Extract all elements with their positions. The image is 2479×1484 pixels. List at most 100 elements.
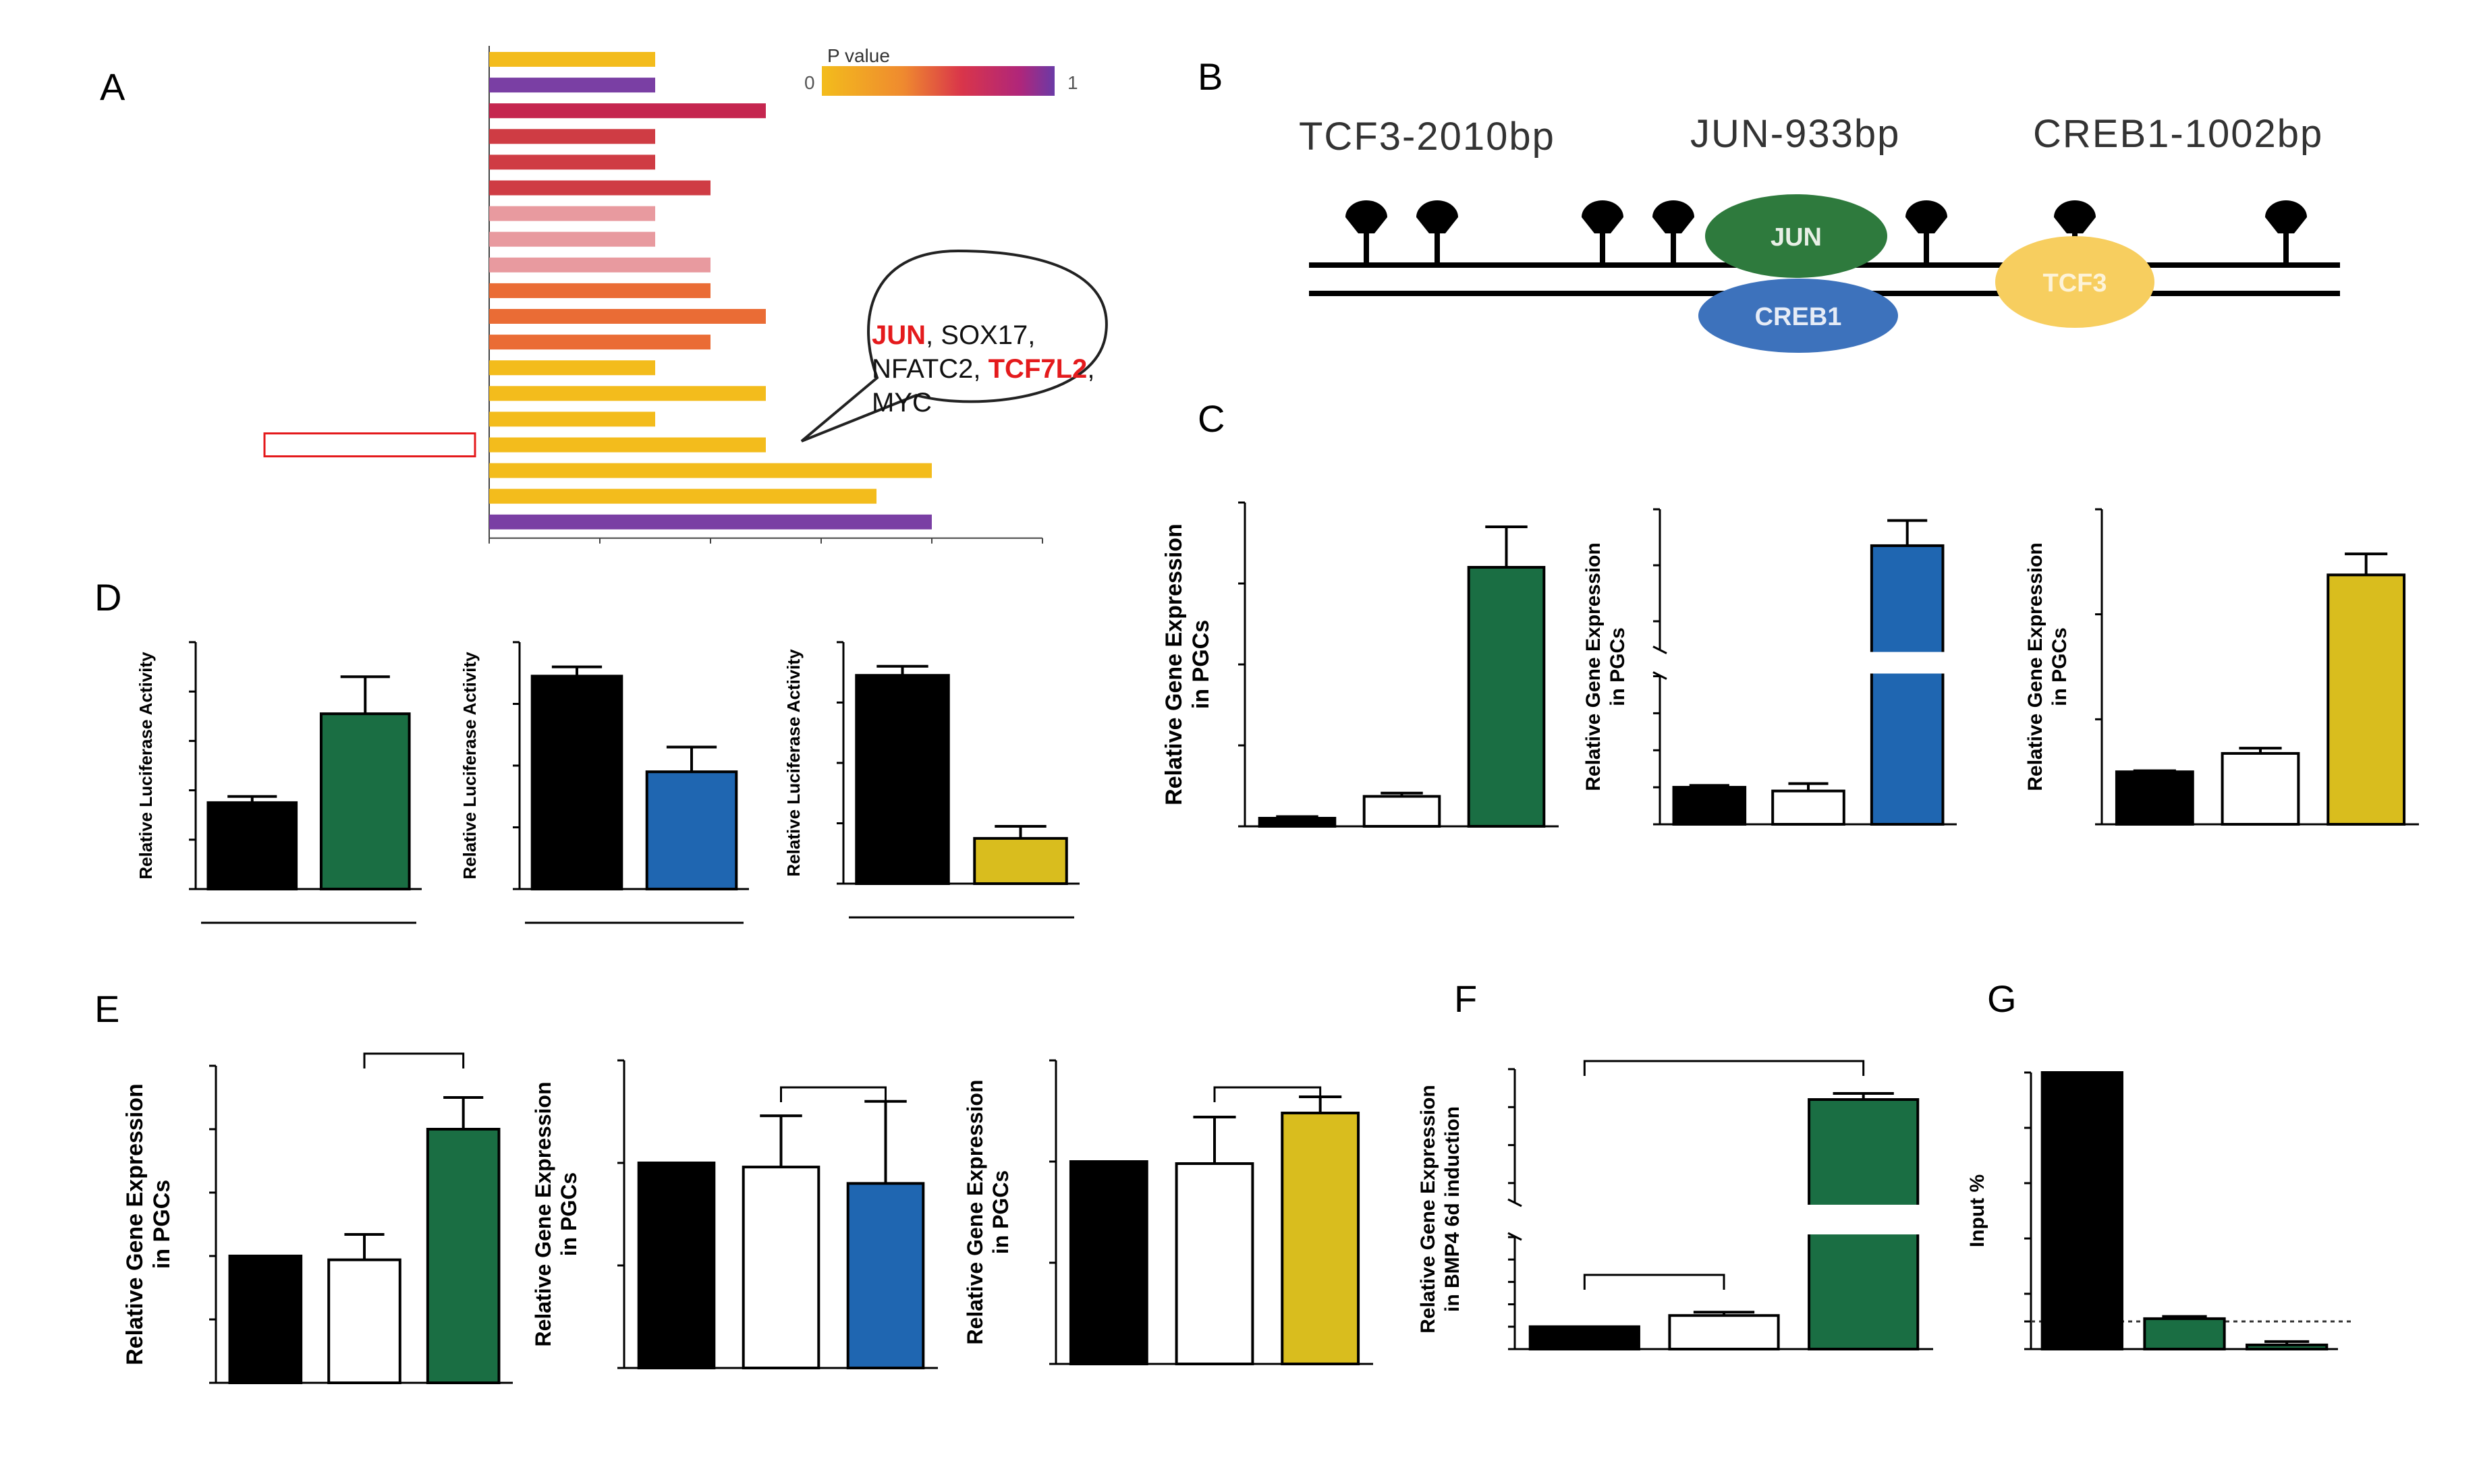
significance-bracket: [1583, 1274, 1725, 1290]
y-axis-label-line: in PGCs: [149, 1180, 175, 1269]
y-axis-label: Relative Gene Expression in BMP4 6d induc…: [1417, 1085, 1464, 1334]
bar: [1069, 1160, 1148, 1365]
y-axis-label-line: Relative Luciferase Activity: [136, 652, 156, 880]
y-axis-label: Relative Gene Expressionin PGCs: [1161, 523, 1214, 805]
bar: [2246, 1343, 2329, 1350]
p-value-legend: P value 0 1: [804, 45, 1078, 96]
kegg-bar: [489, 514, 932, 530]
panel-label-a: A: [100, 65, 126, 108]
y-axis-label-line: in PGCs: [557, 1172, 581, 1256]
y-axis-label-line: in PGCs: [1607, 627, 1629, 706]
lollipop-head: [1345, 200, 1387, 233]
chart-g-chip: Input %: [1966, 1071, 2351, 1351]
label-creb1-site: CREB1-1002bp: [2033, 112, 2323, 156]
callout-gene-tcf7l2: TCF7L2: [988, 354, 1088, 384]
bar: [228, 1255, 303, 1384]
y-axis-label: Relative Luciferase Activity: [136, 652, 156, 880]
promoter-schematic: TCF3-2010bp JUN-933bp CREB1-1002bp JUN C…: [1299, 112, 2340, 353]
callout-gene-nfatc2: NFATC2,: [872, 354, 988, 384]
bar: [1175, 1162, 1254, 1365]
y-axis-label-line: Relative Luciferase Activity: [783, 649, 804, 877]
bar-break-gap: [1867, 652, 1947, 674]
y-axis-label-line: Relative Gene Expression: [1161, 523, 1187, 805]
bar: [319, 712, 411, 890]
kegg-bar: [489, 103, 766, 119]
tcf3-ellipse-label: TCF3: [2043, 269, 2107, 297]
legend-max: 1: [1067, 72, 1078, 93]
chart-d-luciferase-creb1: Relative Luciferase Activity: [459, 641, 749, 924]
creb1-binding-ellipse: [1698, 279, 1898, 353]
bar-break-gap: [1805, 1205, 1922, 1234]
bar: [530, 675, 623, 890]
bar: [2143, 1317, 2226, 1351]
bar: [742, 1166, 820, 1369]
y-axis-label-line: Input %: [1966, 1174, 1988, 1247]
cpg-lollipops: [1345, 200, 2307, 265]
callout-gene-myc: MYC: [872, 388, 932, 418]
chart-e-oecreb1: Relative Gene Expressionin PGCs: [531, 1059, 938, 1370]
bar: [1528, 1325, 1640, 1351]
bar: [1467, 566, 1546, 828]
y-axis-label: Relative Gene Expressionin PGCs: [963, 1079, 1013, 1344]
kegg-bar: [489, 283, 711, 298]
bar: [846, 1182, 925, 1370]
bar: [426, 1128, 501, 1384]
lollipop-head: [2054, 200, 2096, 233]
y-axis-label-line: Relative Luciferase Activity: [459, 652, 480, 880]
chart-e-oetcf3: Relative Gene Expressionin PGCs: [963, 1059, 1373, 1365]
kegg-bar: [489, 180, 711, 196]
label-jun-site: JUN-933bp: [1690, 112, 1900, 156]
kegg-bar: [489, 154, 655, 170]
bar: [1672, 786, 1747, 826]
chart-f-bmp4: Relative Gene Expression in BMP4 6d induc…: [1417, 1060, 1933, 1351]
jun-binding-ellipse: [1705, 194, 1887, 278]
y-axis-label-line: in PGCs: [988, 1170, 1013, 1254]
panel-label-g: G: [1987, 977, 2017, 1020]
y-axis-label-line: in PGCs: [2049, 627, 2071, 706]
kegg-bar: [489, 129, 655, 144]
significance-bracket: [1583, 1060, 1865, 1076]
chart-c-creb1: Relative Gene Expression in PGCs: [1582, 508, 1957, 826]
lollipop-head: [1652, 200, 1694, 233]
bar: [327, 1258, 401, 1385]
callout-sep2: ,: [1087, 354, 1094, 384]
bar: [1258, 817, 1337, 828]
lollipop-head: [1416, 200, 1458, 233]
callout-line2: NFATC2, TCF7L2,: [872, 354, 1094, 384]
callout-bubble: [800, 249, 1108, 443]
creb1-ellipse-label: CREB1: [1755, 303, 1842, 331]
jun-ellipse-label: JUN: [1771, 223, 1822, 252]
chart-c-jun: Relative Gene Expressionin PGCs: [1161, 501, 1559, 828]
y-axis-label-line: in BMP4 6d induction: [1441, 1106, 1464, 1312]
y-axis-label-line: Relative Gene Expression: [2024, 542, 2046, 791]
kegg-highlight-box: [263, 432, 476, 457]
y-axis-label: Relative Luciferase Activity: [783, 649, 804, 877]
lollipop-head: [1905, 200, 1947, 233]
bar: [2221, 751, 2300, 826]
chart-e-oejun: Relative Gene Expressionin PGCs: [122, 1052, 513, 1385]
panel-label-e: E: [94, 988, 119, 1030]
bar: [1771, 789, 1845, 826]
bar: [2040, 1071, 2123, 1350]
kegg-bar: [489, 52, 655, 67]
significance-bracket: [780, 1086, 887, 1102]
y-axis-label-line: Relative Gene Expression: [1417, 1085, 1439, 1334]
label-tcf3-site: TCF3-2010bp: [1299, 115, 1555, 159]
bar: [1668, 1314, 1780, 1350]
bar: [206, 801, 298, 891]
y-axis-label: Relative Gene Expressionin PGCs: [122, 1083, 175, 1365]
kegg-bar: [489, 360, 655, 376]
significance-bracket: [363, 1052, 465, 1068]
kegg-bar: [489, 206, 655, 221]
kegg-bar: [489, 386, 766, 401]
y-axis-label-line: Relative Gene Expression: [1582, 542, 1605, 791]
y-axis-label-line: in PGCs: [1188, 620, 1214, 709]
significance-bracket: [1213, 1086, 1322, 1102]
bar: [2327, 573, 2406, 826]
bar: [637, 1162, 716, 1369]
lollipop-head: [1582, 200, 1623, 233]
chart-c-tcf3: Relative Gene Expression in PGCs: [2024, 508, 2419, 826]
panel-label-c: C: [1198, 397, 1225, 440]
axis-break-mark: [1507, 1198, 1522, 1207]
